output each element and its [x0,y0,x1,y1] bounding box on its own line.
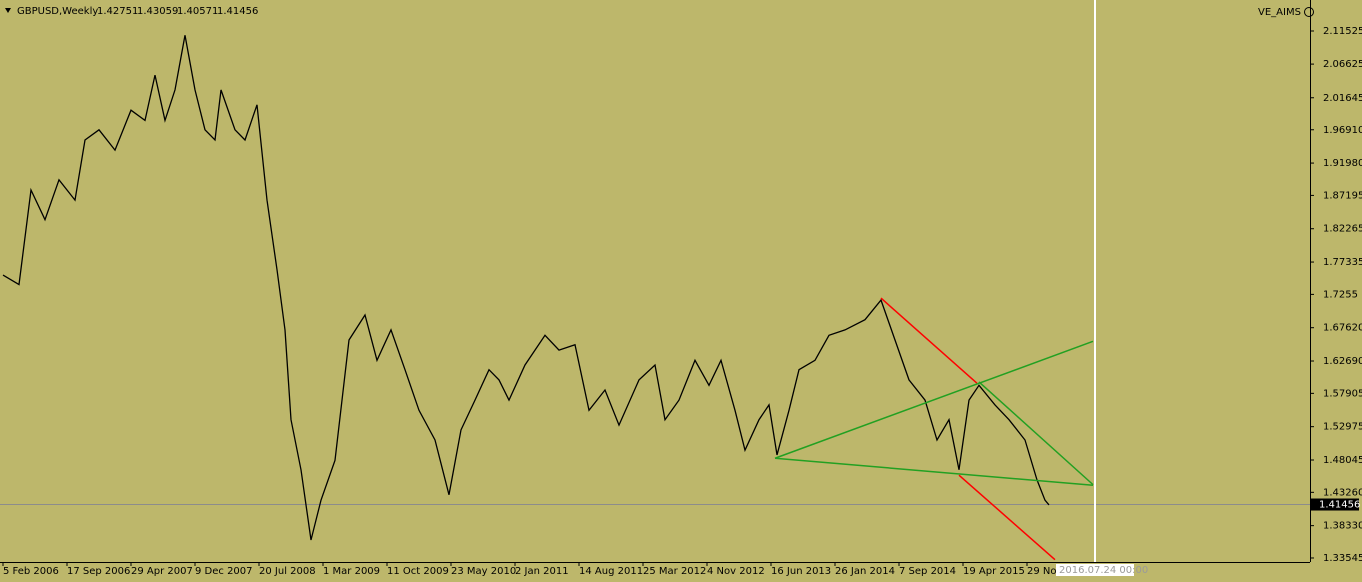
y-tick-label: 1.67620 [1323,323,1362,334]
x-tick-label: 11 Oct 2009 [387,566,449,577]
x-tick-label: 9 Dec 2007 [195,566,253,577]
x-tick-label: 2 Jan 2011 [515,566,569,577]
y-tick-label: 1.96910 [1323,125,1362,136]
x-tick-label: 23 May 2010 [451,566,516,577]
y-tick-label: 1.82265 [1323,224,1362,235]
y-tick-label: 2.01645 [1323,93,1362,104]
x-tick-label: 4 Nov 2012 [707,566,765,577]
y-tick-label: 1.87195 [1323,190,1362,201]
trendline [880,297,978,384]
y-tick-label: 1.62690 [1323,356,1362,367]
x-tick-label: 26 Jan 2014 [835,566,895,577]
price-line [2,35,1050,541]
y-tick-label: 1.43260 [1323,487,1362,498]
y-tick-label: 1.77335 [1323,257,1362,268]
x-tick-label: 7 Sep 2014 [899,566,956,577]
y-tick-label: 2.11525 [1323,26,1362,37]
y-tick-label: 2.06625 [1323,59,1362,70]
y-tick-label: 1.52975 [1323,422,1362,433]
y-tick-label: 1.91980 [1323,158,1362,169]
x-tick-label: 5 Feb 2006 [3,566,59,577]
x-tick-label: 29 Apr 2007 [131,566,193,577]
ohlc-value: 1.42751 [97,6,138,17]
ohlc-value: 1.41456 [217,6,258,17]
x-tick-label: 17 Sep 2006 [67,566,130,577]
y-tick-label: 1.33545 [1323,553,1362,564]
cursor-time-box [1056,564,1134,576]
ohlc-value: 1.43059 [137,6,178,17]
trendline [958,474,1056,561]
cursor-time-label: 2016.07.24 00:00 [1059,565,1148,576]
y-tick-label: 1.38330 [1323,521,1362,532]
x-tick-label: 1 Mar 2009 [323,566,380,577]
symbol: GBPUSD,Weekly [17,6,98,17]
y-tick-label: 1.7255 [1323,289,1358,300]
menu-arrow[interactable] [5,8,11,13]
y-tick-label: 1.48045 [1323,455,1362,466]
x-tick-label: 29 Nov [1027,566,1063,577]
x-tick-label: 25 Mar 2012 [643,566,706,577]
x-tick-label: 14 Aug 2011 [579,566,643,577]
y-tick-label: 1.57905 [1323,388,1362,399]
trendline [774,457,1094,487]
trendline [978,381,1094,486]
x-tick-label: 19 Apr 2015 [963,566,1025,577]
x-tick-label: 16 Jun 2013 [771,566,831,577]
indicator-icon[interactable] [1304,7,1314,17]
x-tick-label: 20 Jul 2008 [259,566,316,577]
trendline [774,340,1094,459]
indicator-name: VE_AIMS [1258,7,1301,18]
ohlc-value: 1.40571 [177,6,218,17]
last-price-label: 1.41456 [1319,500,1360,511]
last-price-box [1311,498,1359,511]
